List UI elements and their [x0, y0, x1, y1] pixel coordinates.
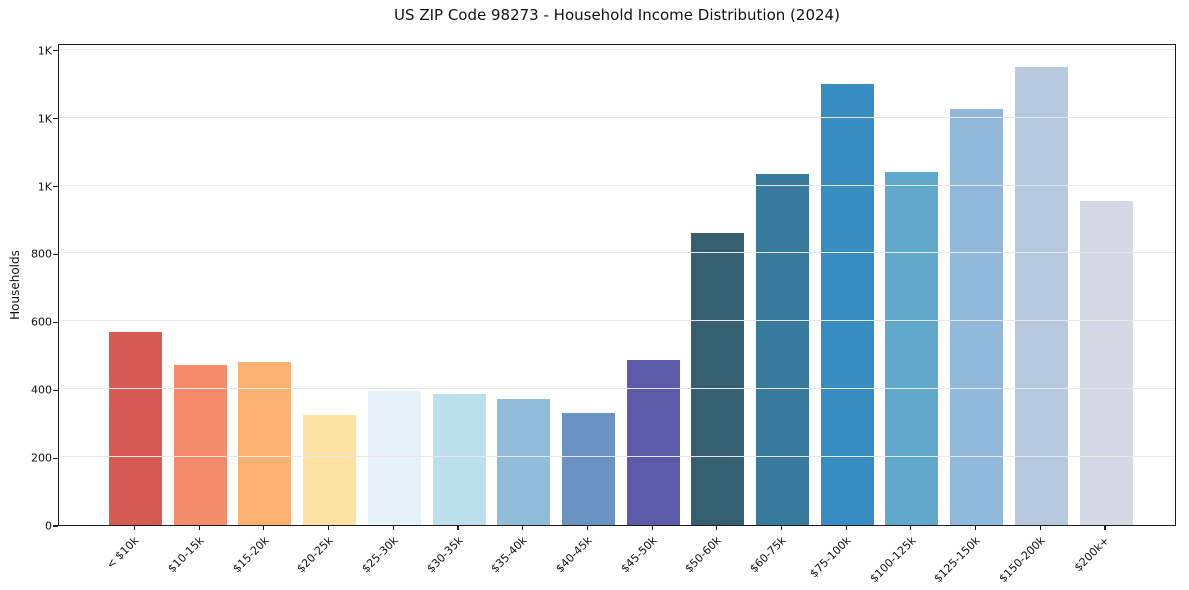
bar-$40-45k	[561, 413, 615, 525]
bar-< $10k	[109, 331, 162, 525]
bar-$10-15k	[173, 365, 227, 525]
y-tick-mark	[53, 525, 58, 527]
x-tick-mark	[910, 526, 912, 530]
x-tick-label: $35-40k	[488, 534, 530, 576]
x-tick-label: $150-200k	[996, 534, 1048, 586]
x-tick-label: $100-125k	[866, 534, 919, 586]
y-tick-label: 0	[45, 519, 52, 533]
y-tick-mark	[53, 50, 58, 52]
x-tick-mark	[263, 526, 265, 530]
x-tick-label: $15-20k	[229, 534, 272, 576]
x-tick-mark	[780, 526, 783, 530]
x-tick-mark	[716, 526, 718, 530]
x-tick-mark	[392, 526, 394, 530]
x-tick-label: $40-45k	[553, 534, 595, 576]
y-tick-label: 800	[31, 247, 52, 261]
y-tick-mark	[53, 185, 58, 188]
y-tick-label: 200	[31, 451, 52, 465]
gridline	[59, 116, 1175, 118]
x-tick-mark	[975, 526, 977, 530]
x-tick-mark	[133, 526, 136, 530]
bar-$125-150k	[950, 109, 1004, 525]
x-tick-mark	[522, 526, 524, 530]
y-tick-mark	[53, 457, 58, 459]
x-tick-label: $75-100k	[807, 534, 854, 581]
bar-$200k+	[1079, 200, 1133, 525]
x-tick-mark	[845, 526, 847, 530]
y-tick-label: 1K	[37, 44, 52, 58]
bar-$100-125k	[885, 172, 939, 525]
x-tick-label: $60-75k	[747, 534, 789, 576]
x-tick-mark	[457, 526, 459, 530]
y-tick-mark	[53, 253, 58, 256]
bar-$150-200k	[1014, 66, 1068, 525]
x-tick-label: $30-35k	[423, 534, 466, 576]
bar-$35-40k	[497, 399, 551, 525]
y-tick-label: 600	[31, 315, 52, 329]
bar-$60-75k	[756, 173, 809, 525]
bar-$30-35k	[432, 394, 486, 525]
y-tick-label: 1K	[37, 112, 52, 126]
y-tick-label: 400	[31, 383, 52, 397]
gridline	[59, 252, 1175, 254]
bar-$15-20k	[238, 362, 292, 525]
x-tick-mark	[1104, 526, 1106, 530]
x-tick-label: $10-15k	[165, 534, 207, 576]
x-tick-mark	[198, 526, 200, 530]
x-tick-mark	[328, 526, 330, 530]
y-tick-mark	[53, 321, 58, 323]
x-tick-label: $20-25k	[294, 534, 336, 576]
x-tick-label: $50-60k	[682, 534, 724, 576]
chart-title: US ZIP Code 98273 - Household Income Dis…	[394, 6, 840, 24]
bar-$50-60k	[691, 233, 745, 525]
y-tick-mark	[53, 118, 58, 120]
x-tick-label: $200k+	[1072, 534, 1113, 575]
x-tick-label: $45-50k	[618, 534, 660, 576]
x-tick-mark	[651, 526, 653, 530]
gridline	[59, 388, 1175, 390]
gridline	[59, 48, 1175, 50]
x-tick-label: < $10k	[104, 534, 142, 572]
bar-$25-30k	[367, 390, 421, 525]
y-tick-mark	[53, 389, 58, 391]
gridline	[59, 456, 1175, 458]
bar-$20-25k	[303, 414, 357, 525]
x-tick-mark	[586, 526, 588, 530]
bar-$45-50k	[626, 360, 680, 525]
y-tick-label: 1K	[37, 180, 52, 194]
x-tick-label: $25-30k	[359, 534, 401, 576]
x-tick-mark	[1039, 526, 1041, 530]
bar-$75-100k	[820, 83, 874, 525]
plot-area	[58, 44, 1176, 526]
gridline	[59, 320, 1175, 322]
gridline	[59, 184, 1175, 186]
x-tick-label: $125-150k	[931, 534, 983, 586]
